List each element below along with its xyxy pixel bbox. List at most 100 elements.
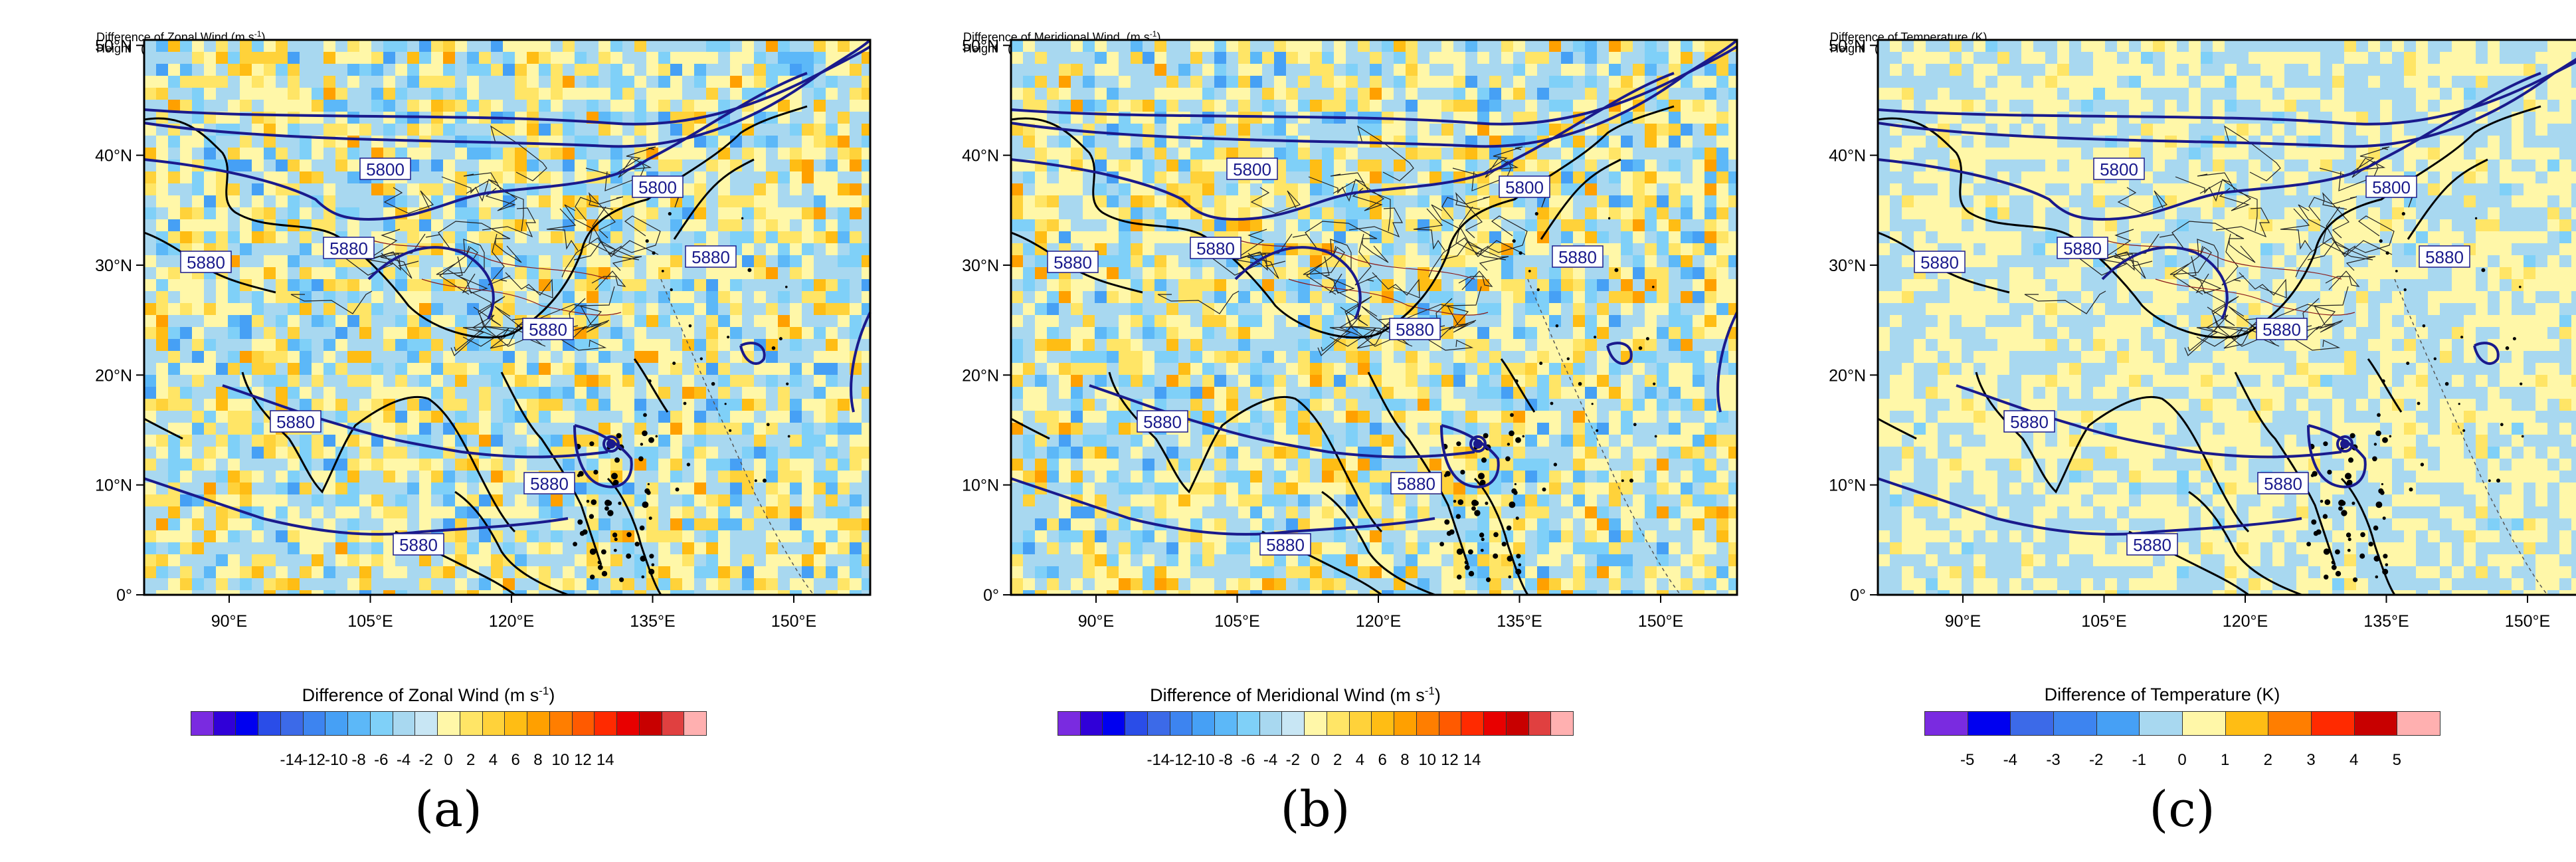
- rivers: [368, 239, 622, 316]
- svg-text:5800: 5800: [366, 160, 405, 179]
- contour-labels: 5800 5800 5880 5880 5880 5880 5880 5880 5880: [1914, 158, 2470, 556]
- contour-label: 5880: [1137, 410, 1188, 433]
- colorbar-label: -12: [1169, 751, 1192, 769]
- panel-label: (c): [2149, 781, 2215, 838]
- lon-tick-label: 105°E: [2081, 612, 2126, 631]
- lon-tick-label: 150°E: [1638, 612, 1683, 631]
- colorbar-swatch: [302, 711, 326, 736]
- colorbar-label: -4: [396, 751, 411, 769]
- colorbar-label: 0: [1311, 751, 1320, 769]
- contour-label: 5880: [2126, 533, 2178, 556]
- colorbar-swatch: [1102, 711, 1126, 736]
- lat-tick-label: 50°N: [962, 37, 999, 55]
- colorbar-label: -4: [2003, 751, 2017, 769]
- colorbar-swatch: [1326, 711, 1350, 736]
- panel-label: (b): [1280, 781, 1350, 838]
- header-title-end: ): [1156, 31, 1161, 44]
- colorbar-swatch: [504, 711, 528, 736]
- lon-tick-label: 120°E: [1356, 612, 1401, 631]
- colorbar-swatch: [661, 711, 685, 736]
- contour-label: 5880: [1552, 245, 1604, 268]
- colorbar-label: -8: [1218, 751, 1233, 769]
- svg-text:5880: 5880: [691, 247, 730, 267]
- colorbar-swatch: [684, 711, 707, 736]
- lat-tick-label: 0°: [983, 586, 999, 605]
- colorbar-swatch: [549, 711, 573, 736]
- colorbar-swatch: [1214, 711, 1238, 736]
- contour-label: 5880: [1389, 318, 1441, 340]
- header-title-sup: -1: [1149, 29, 1157, 39]
- colorbar-label: -10: [1191, 751, 1215, 769]
- lat-tick-label: 10°N: [962, 477, 999, 495]
- colorbar: [191, 711, 707, 736]
- contour-label: 5880: [1190, 237, 1242, 259]
- colorbar-swatch: [347, 711, 371, 736]
- lon-tick-label: 135°E: [2363, 612, 2409, 631]
- colorbar-swatch: [1550, 711, 1574, 736]
- colorbar-label: 14: [1463, 751, 1481, 769]
- colorbar-label: -8: [351, 751, 366, 769]
- colorbar-swatch: [1438, 711, 1462, 736]
- colorbar-swatch: [2353, 711, 2398, 736]
- lat-tick-label: 20°N: [1829, 366, 1866, 385]
- colorbar-swatch: [1125, 711, 1148, 736]
- lon-tick-label: 90°E: [1945, 612, 1981, 631]
- colorbar-label: 4: [1355, 751, 1365, 769]
- colorbar-swatch: [1169, 711, 1193, 736]
- lon-tick-label: 150°E: [771, 612, 816, 631]
- colorbar: [1924, 711, 2440, 736]
- contour-label: 5800: [359, 158, 411, 180]
- lat-tick-label: 20°N: [962, 366, 999, 385]
- colorbar-title: Difference of Meridional Wind (m s-1): [1150, 685, 1441, 705]
- lon-tick-label: 90°E: [1078, 612, 1114, 631]
- lon-tick-label: 135°E: [630, 612, 675, 631]
- dashed-boundary: [2394, 278, 2548, 595]
- contour-label: 5880: [1390, 472, 1442, 494]
- colorbar-label: 2: [1333, 751, 1342, 769]
- colorbar-label: 5: [2392, 751, 2401, 769]
- colorbar-swatch: [235, 711, 259, 736]
- colorbar-label: 0: [444, 751, 453, 769]
- lat-tick-label: 30°N: [962, 257, 999, 275]
- colorbar-label: -1: [2132, 751, 2146, 769]
- lat-tick-label: 10°N: [95, 477, 132, 495]
- colorbar-label: -2: [2088, 751, 2104, 769]
- contour-label: 5800: [1226, 158, 1278, 180]
- colorbar-swatch: [2053, 711, 2097, 736]
- colorbar-swatch: [594, 711, 618, 736]
- svg-text:5880: 5880: [276, 412, 315, 432]
- colorbar-label: -5: [1960, 751, 1975, 769]
- colorbar-label: 14: [596, 751, 614, 769]
- colorbar-swatch: [437, 711, 460, 736]
- colorbar-swatch: [1483, 711, 1507, 736]
- colorbar-swatch: [258, 711, 281, 736]
- header-title-sup: -1: [254, 29, 262, 39]
- svg-text:5800: 5800: [638, 177, 677, 197]
- colorbar-title: Difference of Zonal Wind (m s-1): [302, 685, 555, 705]
- contour-label: 5880: [523, 472, 575, 494]
- colorbar-label: 12: [1441, 751, 1459, 769]
- coastlines: [1010, 105, 1675, 596]
- colorbar-label: -14: [1147, 751, 1170, 769]
- colorbar-swatch: [638, 711, 662, 736]
- colorbar-label: -3: [2046, 751, 2061, 769]
- contour-label: 5880: [1914, 251, 1966, 273]
- colorbar-label: -6: [1241, 751, 1255, 769]
- colorbar-swatch: [2397, 711, 2440, 736]
- colorbar-label: 10: [551, 751, 570, 769]
- colorbar-label: 2: [2263, 751, 2272, 769]
- colorbar-swatch: [2010, 711, 2054, 736]
- contour-label: 5880: [323, 237, 375, 259]
- colorbar-label: 2: [466, 751, 476, 769]
- colorbar-swatch: [1394, 711, 1417, 736]
- colorbar-swatch: [616, 711, 640, 736]
- colorbar-swatch: [482, 711, 506, 736]
- lat-tick-label: 40°N: [95, 147, 132, 165]
- rivers: [1235, 239, 1489, 316]
- colorbar-swatch: [280, 711, 304, 736]
- colorbar-swatch: [369, 711, 393, 736]
- colorbar-label: -14: [280, 751, 304, 769]
- svg-text:5880: 5880: [530, 474, 569, 494]
- dashed-boundary: [1527, 278, 1681, 595]
- colorbar-label: 1: [2220, 751, 2230, 769]
